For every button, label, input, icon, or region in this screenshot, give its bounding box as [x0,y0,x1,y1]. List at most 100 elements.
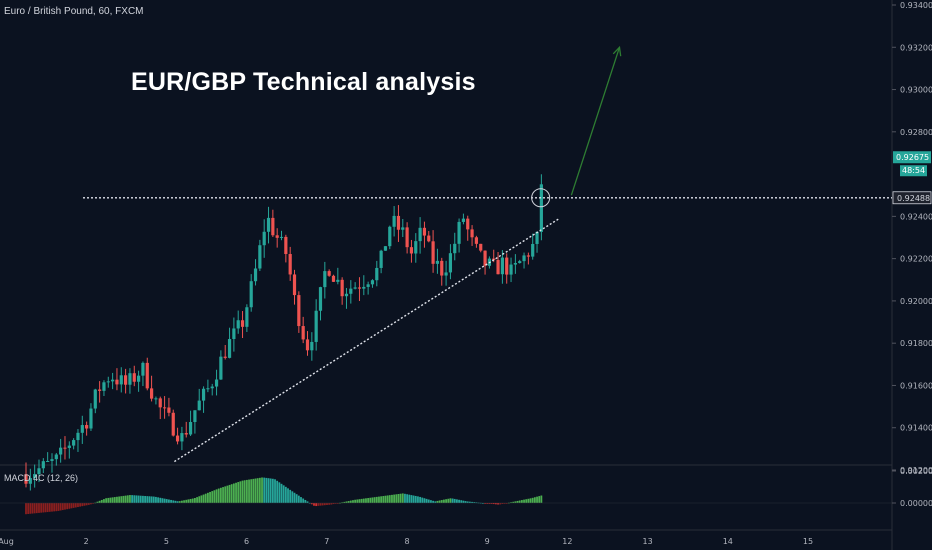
candle-body[interactable] [349,288,353,294]
candle-body[interactable] [98,389,102,391]
candle-body[interactable] [483,250,487,266]
candle-body[interactable] [240,320,245,327]
candle-body[interactable] [206,388,210,390]
candle-body[interactable] [435,260,440,264]
candle-body[interactable] [470,229,474,238]
candle-body[interactable] [102,382,106,391]
candle-body[interactable] [340,279,344,297]
candle-body[interactable] [310,341,314,351]
candle-body[interactable] [366,284,370,287]
candle-body[interactable] [431,241,435,264]
candle-body[interactable] [162,407,167,409]
candle-body[interactable] [275,235,279,238]
macd-indicator-label[interactable]: MACD 4C (12, 26) [4,473,79,483]
candle-body[interactable] [223,356,227,358]
candle-body[interactable] [396,215,401,230]
candle-body[interactable] [115,379,119,385]
candle-body[interactable] [457,221,461,244]
candle-body[interactable] [154,398,158,400]
candle-body[interactable] [210,386,214,389]
candle-body[interactable] [188,422,193,435]
candle-body[interactable] [466,218,470,230]
candle-body[interactable] [427,235,431,242]
candle-body[interactable] [422,227,427,236]
candle-body[interactable] [271,217,275,236]
candle-body[interactable] [336,279,340,282]
candle-body[interactable] [414,241,418,254]
candle-body[interactable] [513,263,517,265]
candle-body[interactable] [284,236,288,255]
candle-body[interactable] [509,264,513,275]
candle-body[interactable] [111,379,115,382]
candle-body[interactable] [375,267,379,281]
candle-body[interactable] [496,259,500,275]
candle-body[interactable] [249,281,253,308]
candle-body[interactable] [327,271,331,276]
candle-body[interactable] [370,280,375,285]
candle-body[interactable] [50,459,54,461]
symbol-title[interactable]: Euro / British Pound, 60, FXCM [4,6,144,17]
candle-body[interactable] [418,227,422,242]
candle-body[interactable] [59,447,63,455]
candle-body[interactable] [149,388,154,399]
candle-body[interactable] [219,356,223,380]
candle-body[interactable] [72,440,76,446]
price-pane[interactable] [24,174,543,491]
candle-body[interactable] [80,425,84,433]
candle-body[interactable] [145,362,149,389]
candle-body[interactable] [37,468,41,475]
candle-body[interactable] [405,227,409,248]
candle-body[interactable] [197,400,201,411]
candle-body[interactable] [41,461,45,469]
candle-body[interactable] [357,287,362,289]
candle-body[interactable] [258,245,262,269]
candle-body[interactable] [85,425,89,429]
candle-body[interactable] [444,272,448,276]
candle-body[interactable] [24,474,28,484]
candle-body[interactable] [106,381,110,383]
candle-body[interactable] [383,246,388,251]
candle-body[interactable] [184,433,188,435]
candle-body[interactable] [362,286,366,289]
candle-body[interactable] [401,227,405,230]
candle-body[interactable] [318,287,323,311]
candle-body[interactable] [518,261,522,264]
candle-body[interactable] [262,231,266,246]
candle-body[interactable] [33,474,37,479]
candle-body[interactable] [448,253,453,273]
candle-body[interactable] [288,254,292,275]
candle-body[interactable] [67,445,71,448]
candle-body[interactable] [392,215,396,227]
candle-body[interactable] [245,307,249,327]
candle-body[interactable] [526,255,530,257]
candle-body[interactable] [76,432,80,441]
candle-body[interactable] [193,410,197,423]
macd-pane[interactable] [0,477,892,515]
candle-body[interactable] [132,373,136,382]
candle-body[interactable] [539,184,543,232]
candle-body[interactable] [297,295,301,327]
candle-body[interactable] [89,408,93,429]
candle-body[interactable] [232,328,236,340]
candle-body[interactable] [323,271,327,288]
candle-body[interactable] [353,287,357,289]
candle-body[interactable] [119,375,123,385]
candle-body[interactable] [124,375,128,385]
candle-body[interactable] [314,310,318,342]
candle-body[interactable] [453,243,457,254]
candle-body[interactable] [500,257,504,275]
candle-body[interactable] [379,250,383,268]
candle-body[interactable] [128,373,132,385]
candle-body[interactable] [253,268,258,282]
candle-body[interactable] [175,435,180,442]
candle-body[interactable] [535,231,539,244]
candle-body[interactable] [63,447,67,449]
candle-body[interactable] [54,454,58,460]
drawing-annotations[interactable]: 0.92488 0.92675 48:54 [83,45,932,463]
candle-body[interactable] [388,226,392,247]
candle-body[interactable] [331,275,336,282]
candle-body[interactable] [292,274,297,296]
candle-body[interactable] [141,362,145,376]
candle-body[interactable] [531,243,535,257]
